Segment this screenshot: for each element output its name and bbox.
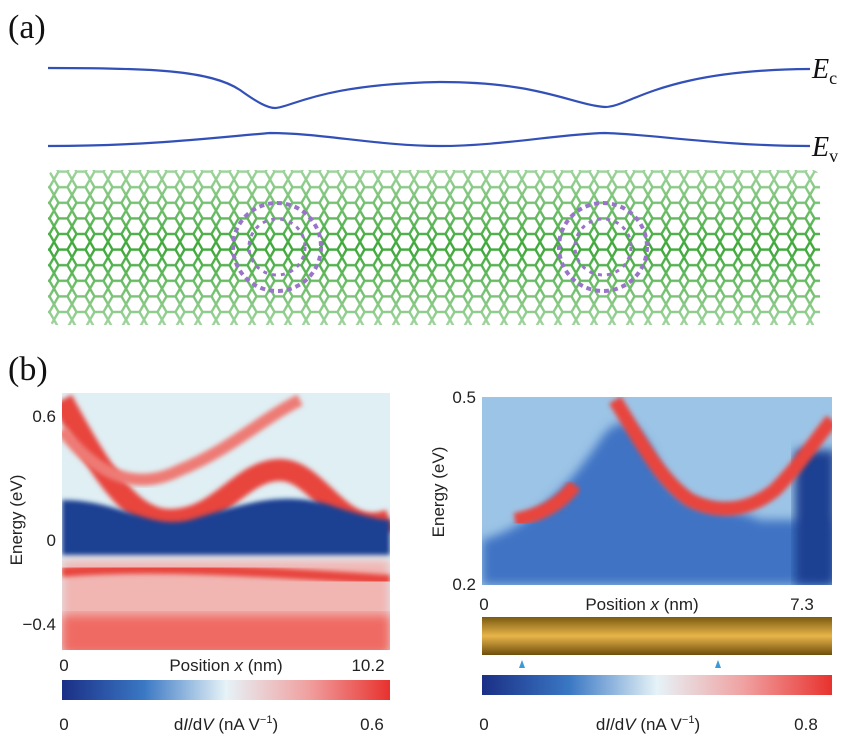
text-part: (nm) (659, 595, 699, 614)
heatmap (482, 397, 835, 585)
panel-label: (a) (8, 9, 46, 46)
heatmap (62, 393, 390, 655)
colorbar-max: 0.6 (360, 715, 384, 734)
text-part: E (811, 132, 829, 163)
text-part: /d (610, 715, 624, 734)
y-tick-label: 0.2 (452, 575, 476, 594)
x-axis-label: Position x (nm) (585, 595, 698, 614)
text-part: ) (272, 715, 278, 734)
y-tick-label: −0.4 (22, 615, 56, 634)
colorbar-max: 0.8 (794, 715, 818, 734)
text-part: −1 (260, 714, 273, 726)
text-part: E (811, 54, 829, 85)
text-part: d (174, 715, 183, 734)
text-part: (nm) (243, 656, 283, 675)
stm-image (482, 617, 832, 655)
text-part: −1 (682, 714, 695, 726)
x-tick-label: 10.2 (351, 656, 384, 675)
text-part: /d (188, 715, 202, 734)
marker (715, 660, 721, 668)
colorbar (482, 675, 832, 695)
colorbar-label: dI/dV (nA V−1) (596, 714, 700, 734)
marker (519, 660, 525, 668)
y-axis-label: Energy (eV) (7, 475, 26, 566)
text-part: (nA V (636, 715, 683, 734)
band-label: Ev (811, 132, 838, 166)
y-tick-label: 0.6 (32, 407, 56, 426)
text-part: Position (585, 595, 650, 614)
text-part: x (234, 656, 244, 675)
valence-band (48, 133, 810, 146)
band-label: Ec (811, 54, 837, 88)
figure: (a) Ec Ev (b) 0.6 0 −0.4 Energy (eV) 0 1… (0, 0, 844, 738)
text-part: d (596, 715, 605, 734)
panel-label: (b) (8, 351, 48, 388)
text-part: Position (169, 656, 234, 675)
text-part: c (829, 68, 837, 88)
x-tick-label: 0 (479, 595, 488, 614)
colorbar-label: dI/dV (nA V−1) (174, 714, 278, 734)
text-part: ) (694, 715, 700, 734)
text-part: (nA V (214, 715, 261, 734)
x-tick-label: 0 (59, 656, 68, 675)
y-tick-label: 0 (47, 531, 56, 550)
text-part: v (829, 146, 838, 166)
x-axis-label: Position x (nm) (169, 656, 282, 675)
colorbar (62, 680, 390, 700)
y-tick-label: 0.5 (452, 388, 476, 407)
x-tick-label: 7.3 (790, 595, 814, 614)
nanotube (48, 170, 820, 325)
colorbar-min: 0 (59, 715, 68, 734)
colorbar-min: 0 (479, 715, 488, 734)
conduction-band (48, 68, 810, 108)
text-part: x (650, 595, 660, 614)
y-axis-label: Energy (eV) (429, 447, 448, 538)
